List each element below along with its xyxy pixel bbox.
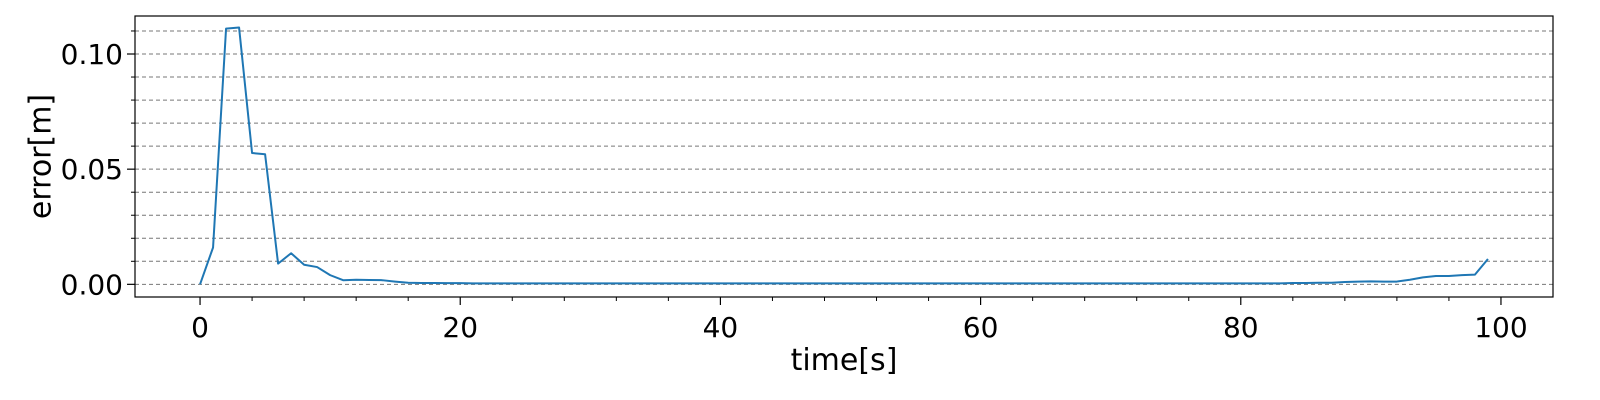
x-axis-label: time[s] (791, 343, 898, 378)
x-tick-label: 40 (703, 311, 739, 344)
plot-frame (134, 15, 1554, 298)
y-tick-label: 0.05 (61, 153, 123, 186)
axis-ticks: 0 20 40 60 80 100 0.00 0.05 0.10 (61, 30, 1528, 344)
x-tick-label: 60 (963, 311, 999, 344)
x-tick-label: 0 (191, 311, 209, 344)
grid-lines (135, 30, 1553, 285)
y-tick-label: 0.10 (61, 38, 123, 71)
series-line (199, 26, 1489, 285)
x-tick-label: 100 (1474, 311, 1527, 344)
y-tick-label: 0.00 (61, 268, 123, 301)
x-tick-label: 20 (442, 311, 478, 344)
series-layer (199, 26, 1489, 285)
x-tick-label: 80 (1223, 311, 1259, 344)
y-axis-label: error[m] (24, 94, 59, 219)
